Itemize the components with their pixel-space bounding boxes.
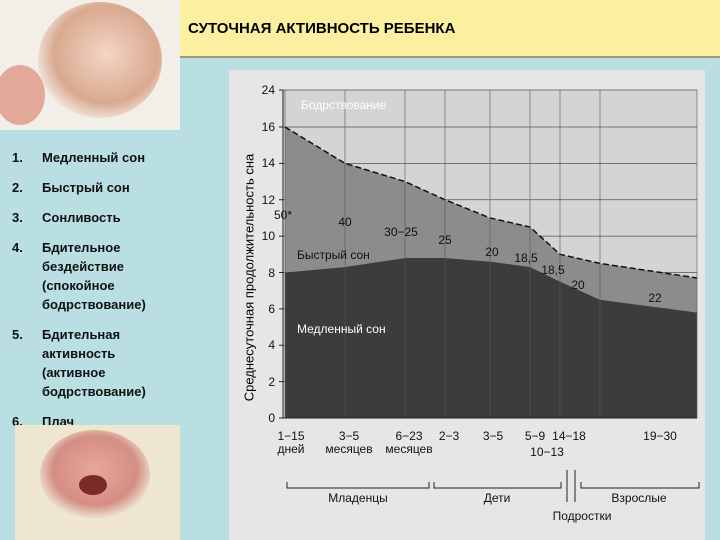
series-label: Медленный сон [297, 322, 386, 336]
list-item: 1. Медленный сон [12, 148, 180, 167]
rem-percent-label: 18,5 [514, 251, 538, 265]
rem-percent-label: 22 [648, 291, 662, 305]
list-item: 3. Сонливость [12, 208, 180, 227]
age-group-label: Дети [483, 491, 511, 505]
item-number: 2. [12, 180, 23, 195]
slide-title: СУТОЧНАЯ АКТИВНОСТЬ РЕБЕНКА [180, 0, 720, 58]
list-item: 4. Бдительное бездействие (спокойное бодр… [12, 238, 180, 314]
y-tick-label: 16 [261, 120, 275, 134]
item-text: Сонливость [42, 210, 121, 225]
y-tick-label: 12 [261, 192, 275, 207]
rem-percent-label: 50* [273, 208, 293, 222]
item-text: Быстрый сон [42, 180, 130, 195]
x-tick-label: 10−13 [530, 445, 564, 459]
y-tick-label: 14 [261, 156, 275, 171]
awake-label: Бодрствование [301, 98, 387, 112]
x-tick-label: 3−5 [482, 429, 504, 443]
rem-percent-label: 30−25 [384, 225, 418, 239]
nrem-area [285, 257, 697, 418]
item-number: 4. [12, 240, 23, 255]
state-list: 1. Медленный сон 2. Быстрый сон 3. Сонливость… [12, 148, 180, 442]
rem-percent-label: 40 [338, 215, 352, 229]
y-tick-label: 10 [261, 229, 275, 244]
x-tick-label: 14−18 [552, 429, 586, 443]
baby-photo [0, 0, 180, 130]
age-group-label: Взрослые [611, 491, 667, 505]
rem-percent-label: 18,5 [541, 263, 565, 277]
item-text: Бдительное бездействие (спокойное бодрст… [42, 240, 146, 312]
age-group-label: Подростки [552, 509, 612, 523]
list-item: 2. Быстрый сон [12, 178, 180, 197]
bracket [433, 482, 562, 489]
rem-area [285, 127, 697, 313]
bracket [566, 470, 576, 502]
age-group-label: Младенцы [328, 491, 388, 505]
item-text: Медленный сон [42, 150, 146, 165]
rem-percent-label: 20 [485, 245, 499, 259]
item-number: 5. [12, 327, 23, 342]
chart [279, 89, 700, 502]
rem-percent-label: 25 [438, 233, 452, 247]
y-tick-label: 4 [268, 338, 275, 353]
y-tick-label: 0 [268, 411, 275, 425]
item-text: Бдительная активность (активное бодрство… [42, 327, 146, 399]
figure: 0 2 4 6 8 10 12 14 16 24 1−15 дней 3−5 месяцев 6−23 … [229, 70, 705, 540]
x-tick-label: 5−9 [524, 429, 546, 443]
bracket [286, 482, 430, 489]
y-tick-label: 24 [261, 83, 275, 97]
x-tick-label: 3−5 месяцев [325, 429, 373, 456]
crying-baby-photo [15, 425, 180, 540]
y-tick-label: 2 [268, 374, 275, 389]
x-tick-label: 19−30 [643, 429, 677, 443]
y-tick-label: 8 [268, 265, 275, 280]
bracket [580, 482, 700, 489]
x-tick-label: 6−23 месяцев [385, 429, 433, 456]
item-number: 6. [12, 414, 23, 429]
rem-percent-label: 20 [571, 278, 585, 292]
x-tick-label: 1−15 дней [277, 429, 305, 456]
y-axis-label: Среднесуточная продолжительность сна [241, 153, 257, 402]
y-tick-label: 6 [268, 301, 275, 316]
item-number: 3. [12, 210, 23, 225]
item-number: 1. [12, 150, 23, 165]
group-brackets [286, 470, 700, 502]
x-tick-label: 2−3 [438, 429, 460, 443]
series-label: Быстрый сон [297, 248, 370, 262]
list-item: 5. Бдительная активность (активное бодрст… [12, 325, 180, 401]
